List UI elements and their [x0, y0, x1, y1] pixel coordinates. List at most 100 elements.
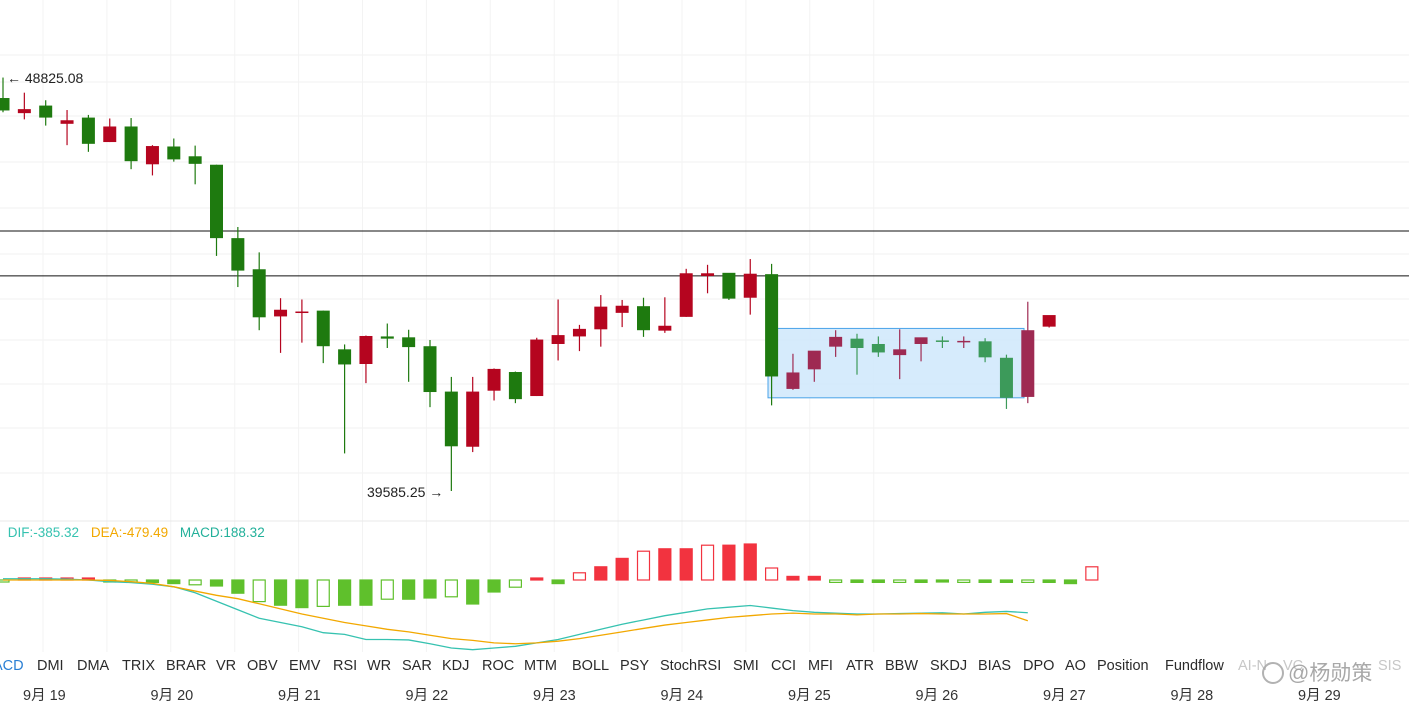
candle-body	[1021, 330, 1035, 397]
macd-bar	[679, 548, 693, 581]
tab-dpo[interactable]: DPO	[1023, 658, 1055, 674]
macd-bar	[273, 579, 288, 606]
tab-trix[interactable]: TRIX	[122, 658, 156, 674]
candle-body	[274, 309, 288, 317]
tab-mtm[interactable]: MTM	[524, 658, 558, 674]
tab-cci[interactable]: CCI	[771, 658, 796, 674]
candle-body	[615, 305, 629, 313]
candle-body	[978, 341, 992, 358]
candle-body	[124, 126, 138, 162]
candle-body	[658, 325, 672, 331]
tab-acd[interactable]: ACD	[0, 658, 24, 674]
tab-vc[interactable]: VC	[1283, 658, 1304, 674]
candle-body	[914, 337, 928, 344]
candle	[743, 259, 757, 315]
candle	[615, 299, 629, 328]
candle	[380, 323, 394, 348]
tab-ai-n[interactable]: AI-N	[1238, 658, 1267, 674]
tab-sar[interactable]: SAR	[402, 658, 432, 674]
candle	[1042, 315, 1056, 328]
macd-bar	[1063, 579, 1078, 585]
candle-body	[17, 109, 31, 114]
tab-roc[interactable]: ROC	[482, 658, 515, 674]
macd-bar	[572, 572, 587, 581]
tab-boll[interactable]: BOLL	[572, 658, 610, 674]
candle	[103, 118, 117, 143]
macd-bar	[743, 543, 757, 581]
tab-vr[interactable]: VR	[216, 658, 237, 674]
macd-bar	[1042, 579, 1056, 584]
candle-body	[231, 238, 245, 271]
macd-bar	[999, 579, 1014, 584]
tab-mfi[interactable]: MFI	[808, 658, 833, 674]
macd-bar	[530, 577, 544, 581]
candle-body	[167, 146, 181, 160]
tab-bbw[interactable]: BBW	[885, 658, 919, 674]
candle-body	[807, 350, 821, 370]
macd-bar	[1085, 566, 1099, 581]
candle	[39, 100, 53, 126]
tab-skdj[interactable]: SKDJ	[930, 658, 968, 674]
tab-smi[interactable]: SMI	[733, 658, 759, 674]
candle	[957, 336, 971, 348]
candle	[551, 299, 565, 361]
tab-fundflow[interactable]: Fundflow	[1165, 658, 1224, 674]
candle-body	[359, 335, 373, 365]
date-label: 9月 20	[150, 688, 194, 704]
tab-kdj[interactable]: KDJ	[442, 658, 470, 674]
candle-body	[871, 343, 885, 353]
tab-position[interactable]: Position	[1097, 658, 1149, 674]
box-candles-group	[786, 301, 1056, 409]
candle	[231, 227, 245, 288]
candle-body	[850, 338, 864, 348]
candle	[1021, 301, 1035, 404]
macd-bar	[359, 579, 373, 606]
candle-body	[188, 156, 202, 164]
tab-bias[interactable]: BIAS	[978, 658, 1012, 674]
candle	[167, 138, 181, 162]
macd-bar	[957, 579, 971, 584]
tab-atr[interactable]: ATR	[846, 658, 874, 674]
candle-body	[39, 105, 53, 118]
candle-body	[145, 146, 159, 165]
candle-body	[957, 340, 971, 343]
candle	[252, 252, 266, 331]
candle-body	[765, 274, 779, 377]
tab-brar[interactable]: BRAR	[166, 658, 207, 674]
candle	[914, 337, 928, 362]
candle	[594, 295, 608, 347]
tab-stochrsi[interactable]: StochRSI	[660, 658, 722, 674]
date-label: 9月 28	[1170, 688, 1214, 704]
candle-body	[679, 273, 693, 317]
candle-body	[551, 335, 565, 344]
candle	[466, 376, 480, 453]
candle	[81, 114, 95, 152]
candle-body	[508, 372, 522, 400]
candle	[786, 353, 800, 390]
candle	[829, 330, 843, 357]
tab-rsi[interactable]: RSI	[333, 658, 358, 674]
candle	[487, 368, 501, 401]
macd-bar	[594, 566, 608, 581]
tab-dmi[interactable]: DMI	[37, 658, 64, 674]
tab-dma[interactable]: DMA	[77, 658, 110, 674]
macd-histogram	[0, 543, 1099, 609]
candle	[637, 297, 650, 337]
tab-sis[interactable]: SIS	[1378, 658, 1402, 674]
candle	[17, 92, 31, 120]
chart-grid	[0, 0, 1409, 652]
tab-ao[interactable]: AO	[1065, 658, 1086, 674]
candle-body	[103, 126, 117, 143]
candle-body	[893, 349, 907, 356]
tab-emv[interactable]: EMV	[289, 658, 321, 674]
tab-obv[interactable]: OBV	[247, 658, 278, 674]
candle-body	[81, 117, 95, 144]
tab-wr[interactable]: WR	[367, 658, 392, 674]
candle-body	[380, 336, 394, 339]
date-label: 9月 19	[23, 688, 66, 704]
macd-bar	[551, 579, 565, 585]
tab-psy[interactable]: PSY	[620, 658, 650, 674]
macd-bar	[402, 579, 416, 600]
candle	[530, 337, 544, 397]
